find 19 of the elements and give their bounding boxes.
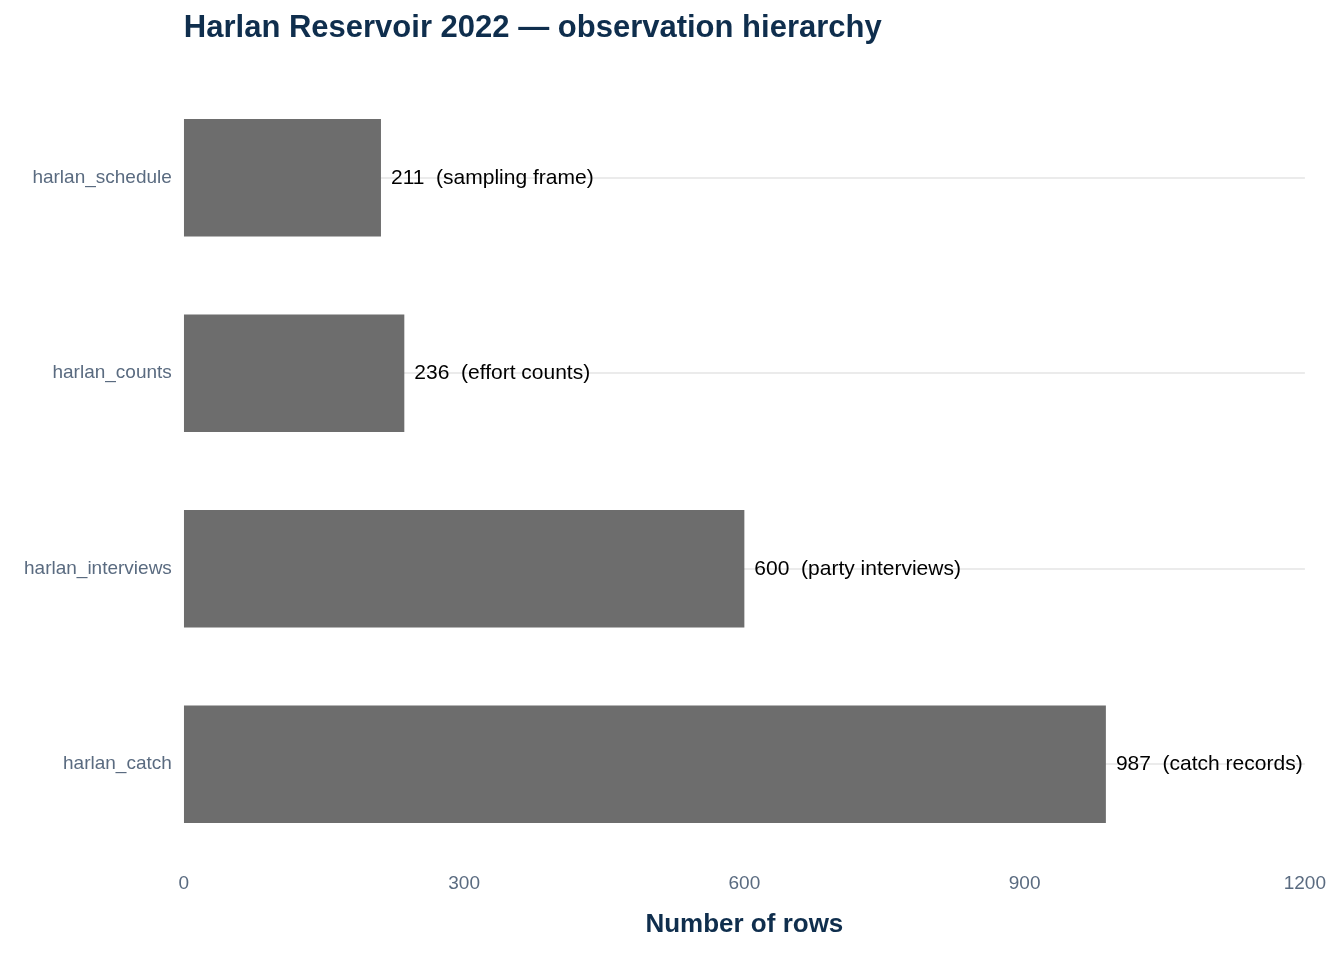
data-label: 211 (sampling frame) — [390, 164, 594, 188]
bar — [183, 705, 1106, 823]
y-tick-label: harlan_counts — [52, 361, 172, 384]
bar — [183, 119, 381, 237]
x-tick-label: 900 — [1008, 871, 1041, 893]
chart-title: Harlan Reservoir 2022 — observation hierarchy — [183, 8, 883, 44]
x-tick-label: 300 — [448, 871, 480, 893]
bar — [183, 314, 405, 432]
x-tick-label: 1200 — [1283, 871, 1327, 893]
y-tick-label: harlan_schedule — [32, 165, 172, 188]
y-tick-label: harlan_catch — [63, 752, 172, 775]
data-label: 600 (party interviews) — [754, 555, 961, 579]
x-tick-label: 0 — [178, 871, 190, 893]
data-label: 987 (catch records) — [1115, 751, 1303, 775]
data-label: 236 (effort counts) — [414, 360, 591, 384]
x-axis-title: Number of rows — [645, 907, 844, 938]
bar — [183, 510, 745, 628]
x-tick-label: 600 — [728, 871, 761, 893]
y-tick-label: harlan_interviews — [23, 556, 172, 579]
